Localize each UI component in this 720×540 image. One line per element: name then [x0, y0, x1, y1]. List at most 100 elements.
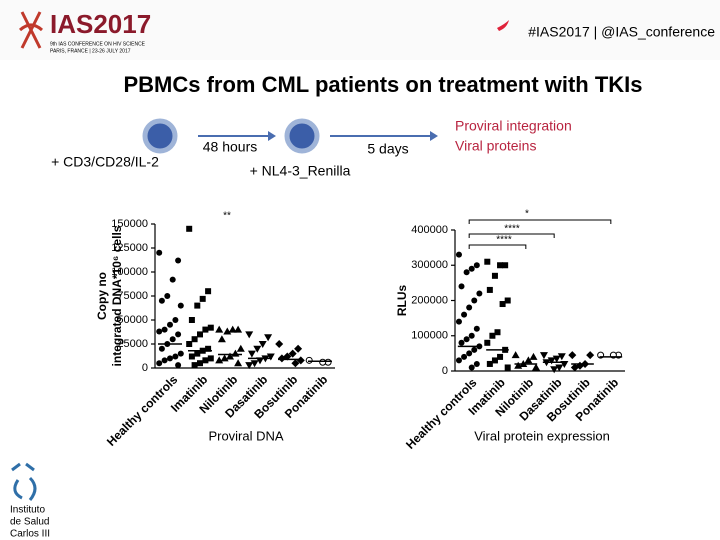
data-point	[202, 357, 209, 364]
data-point	[220, 354, 229, 362]
y-tick-label: 200000	[411, 294, 448, 306]
y-tick-label: 300000	[411, 259, 448, 271]
data-point	[172, 317, 179, 323]
data-point	[167, 321, 173, 328]
logo-line: 9th IAS CONFERENCE ON HIV SCIENCE	[50, 41, 146, 47]
data-point	[156, 360, 163, 367]
data-point	[156, 249, 163, 256]
data-point	[158, 345, 165, 352]
data-point	[207, 324, 214, 331]
y-tick-label: 25000	[117, 338, 148, 350]
data-point	[499, 301, 506, 308]
data-point	[486, 286, 493, 293]
data-point	[468, 332, 475, 339]
data-point	[167, 355, 173, 362]
data-point	[504, 364, 511, 371]
y-tick-label: 125000	[111, 242, 148, 254]
data-point	[471, 346, 478, 353]
data-point	[552, 355, 561, 363]
y-tick-label: 400000	[411, 224, 448, 236]
logo-text: IAS2017	[50, 9, 151, 39]
cell-icon	[142, 118, 178, 154]
data-point	[294, 344, 303, 353]
data-point	[568, 351, 577, 360]
data-point	[258, 341, 267, 348]
arrow-head	[268, 131, 276, 141]
header-bar	[0, 0, 720, 60]
data-point	[570, 363, 579, 372]
footer-logo-line: Carlos III	[10, 529, 50, 540]
data-point	[473, 325, 480, 332]
data-point	[175, 257, 182, 264]
y-tick-label: 50000	[117, 314, 148, 326]
y-axis-label: Copy no	[95, 272, 109, 320]
hashtag: #IAS2017 | @IAS_conference	[528, 24, 715, 40]
data-point	[264, 334, 273, 342]
data-point	[245, 331, 254, 339]
data-point	[466, 350, 473, 357]
data-point	[555, 364, 564, 372]
data-point	[194, 350, 201, 357]
data-point	[236, 344, 245, 352]
annotation: *	[525, 209, 529, 220]
data-point	[158, 297, 165, 304]
data-point	[547, 357, 556, 365]
data-point	[275, 340, 284, 348]
y-axis-label: integrated DNA*10⁶ cells	[110, 225, 124, 366]
diagram-text: + CD3/CD28/IL-2	[51, 154, 159, 170]
data-point	[484, 258, 491, 265]
data-point	[175, 331, 182, 338]
data-point	[250, 360, 259, 368]
data-point	[205, 288, 212, 295]
footer-logo-line: de Salud	[10, 517, 49, 528]
readout: Proviral integration	[455, 118, 572, 134]
y-tick-label: 0	[442, 365, 448, 377]
y-tick-label: 75000	[117, 290, 148, 302]
data-point	[489, 332, 496, 339]
data-point	[223, 327, 232, 335]
data-point	[188, 317, 195, 323]
data-point	[458, 339, 465, 346]
data-point	[455, 251, 462, 258]
data-point	[226, 352, 234, 360]
data-point	[305, 356, 313, 364]
data-point	[217, 335, 226, 343]
data-point	[215, 356, 224, 364]
data-point	[511, 351, 520, 359]
data-point	[486, 360, 493, 367]
data-point	[532, 363, 541, 371]
data-point	[557, 353, 566, 361]
slide-title: PBMCs from CML patients on treatment wit…	[123, 72, 642, 97]
arrow-head	[430, 131, 438, 141]
data-point	[253, 345, 262, 353]
data-point	[463, 269, 470, 276]
data-point	[228, 325, 237, 333]
data-point	[473, 262, 480, 269]
data-point	[234, 359, 243, 367]
y-tick-label: 100000	[411, 330, 448, 342]
data-point	[177, 350, 184, 357]
significance-bracket	[468, 219, 612, 224]
annotation: ****	[504, 224, 520, 235]
data-point	[539, 352, 548, 360]
data-point	[494, 329, 501, 336]
data-point	[296, 356, 305, 365]
data-point	[161, 326, 168, 333]
cell-icon	[284, 118, 320, 154]
data-point	[468, 265, 475, 272]
data-point	[199, 295, 206, 302]
data-point	[169, 276, 176, 283]
data-point	[245, 362, 254, 370]
data-point	[461, 311, 468, 318]
data-point	[461, 353, 468, 360]
logo-mark	[18, 11, 44, 49]
x-tick-label: Healthy controls	[104, 372, 181, 449]
y-axis-label: RLUs	[395, 285, 409, 317]
diagram-text: + NL4-3_Renilla	[250, 163, 351, 179]
data-point	[497, 262, 504, 269]
data-point	[471, 297, 478, 304]
data-point	[491, 357, 498, 364]
data-point	[458, 283, 465, 290]
data-point	[161, 357, 168, 364]
data-point	[177, 302, 184, 309]
